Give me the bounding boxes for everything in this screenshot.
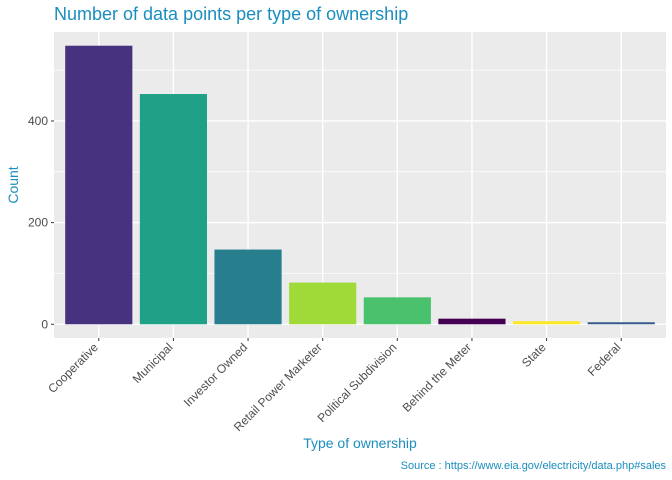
bar	[65, 45, 133, 325]
y-tick-label: 400	[28, 114, 48, 128]
bar	[139, 94, 207, 325]
bar	[289, 282, 357, 325]
x-tick-label: Political Subdivision	[315, 340, 400, 425]
y-axis-title: Count	[5, 166, 21, 203]
bar	[587, 322, 655, 325]
chart-title: Number of data points per type of owners…	[54, 4, 408, 24]
bar	[438, 318, 506, 325]
source-caption: Source : https://www.eia.gov/electricity…	[401, 460, 667, 472]
y-tick-label: 0	[41, 317, 48, 331]
x-tick-label: Investor Owned	[181, 340, 250, 409]
x-axis-title: Type of ownership	[303, 435, 417, 451]
x-tick-label: Federal	[585, 340, 624, 379]
x-tick-label: Municipal	[130, 340, 176, 386]
x-axis: Cooperative Municipal Investor OwnedRetail…	[45, 338, 623, 434]
x-tick-label: Cooperative	[45, 340, 101, 396]
bar	[513, 321, 581, 325]
y-axis: 0 200 400	[28, 114, 54, 331]
bar	[363, 297, 431, 325]
bars	[65, 45, 655, 325]
y-tick-label: 200	[28, 216, 48, 230]
bar	[214, 249, 282, 325]
x-tick-label: State	[519, 340, 549, 370]
x-tick-label: Behind the Meter	[400, 340, 475, 415]
